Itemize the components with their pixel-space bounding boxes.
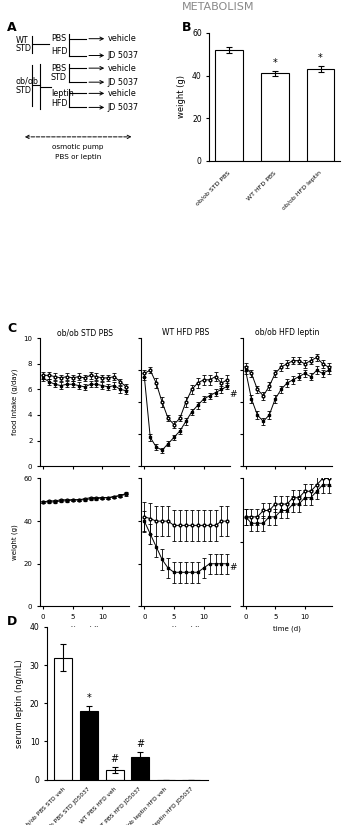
Text: METABOLISM: METABOLISM [181,2,254,12]
Title: ob/ob STD PBS: ob/ob STD PBS [57,328,113,337]
Text: ob/ob leptin HFD JD5037: ob/ob leptin HFD JD5037 [139,786,194,825]
Text: ob/ob PBS STD veh: ob/ob PBS STD veh [23,786,66,825]
Text: A: A [7,21,17,34]
X-axis label: time (d): time (d) [172,625,200,632]
Text: vehicle: vehicle [108,34,136,43]
X-axis label: time (d): time (d) [273,625,301,632]
Text: WT: WT [16,35,28,45]
Text: PBS: PBS [51,64,66,73]
Text: HFD: HFD [51,99,67,108]
Text: WT PBS HFD JD5037: WT PBS HFD JD5037 [97,786,143,825]
Text: #: # [229,563,237,572]
Text: B: B [181,21,191,34]
Text: #: # [136,738,144,749]
Text: ob/ob: ob/ob [16,76,39,85]
Text: WT PBS HFD veh: WT PBS HFD veh [79,786,117,825]
Y-axis label: weight (g): weight (g) [12,525,18,560]
Text: STD: STD [16,44,31,53]
Text: PBS: PBS [51,34,66,43]
X-axis label: time (d): time (d) [71,625,98,632]
Title: WT HFD PBS: WT HFD PBS [162,328,209,337]
Text: PBS or leptin: PBS or leptin [55,153,101,159]
Text: ob/ob leptin HFD veh: ob/ob leptin HFD veh [121,786,168,825]
Text: JD 5037: JD 5037 [108,103,139,112]
Text: *: * [318,53,323,63]
Bar [131,757,149,780]
Text: JD 5037: JD 5037 [108,51,139,60]
Text: JD 5037: JD 5037 [108,78,139,87]
Text: osmotic pump: osmotic pump [52,144,104,149]
Y-axis label: weight (g): weight (g) [177,75,186,119]
Text: #: # [111,754,119,764]
Text: HFD: HFD [51,47,67,56]
Text: #: # [229,389,237,398]
Text: D: D [7,615,17,628]
Bar [215,50,243,161]
Bar [80,711,98,780]
Y-axis label: serum leptin (ng/mL): serum leptin (ng/mL) [15,659,24,747]
Text: leptin: leptin [51,89,74,98]
Text: C: C [7,322,16,335]
Text: vehicle: vehicle [108,64,136,73]
Text: STD: STD [16,86,31,95]
Text: *: * [87,693,91,703]
Text: STD: STD [51,73,67,82]
Text: WT HFD PBS: WT HFD PBS [246,171,277,201]
Text: ob/ob STD PBS: ob/ob STD PBS [195,171,231,206]
Text: ob/ob PBS STD JD5037: ob/ob PBS STD JD5037 [41,786,91,825]
Bar [261,73,289,161]
Title: ob/ob HFD leptin: ob/ob HFD leptin [255,328,319,337]
Y-axis label: food intake (g/day): food intake (g/day) [12,369,18,436]
Bar [106,770,124,780]
Text: ob/ob HFD leptin: ob/ob HFD leptin [282,171,323,211]
Text: *: * [273,59,277,68]
Bar [54,658,72,780]
Bar [307,69,334,161]
Text: vehicle: vehicle [108,89,136,98]
